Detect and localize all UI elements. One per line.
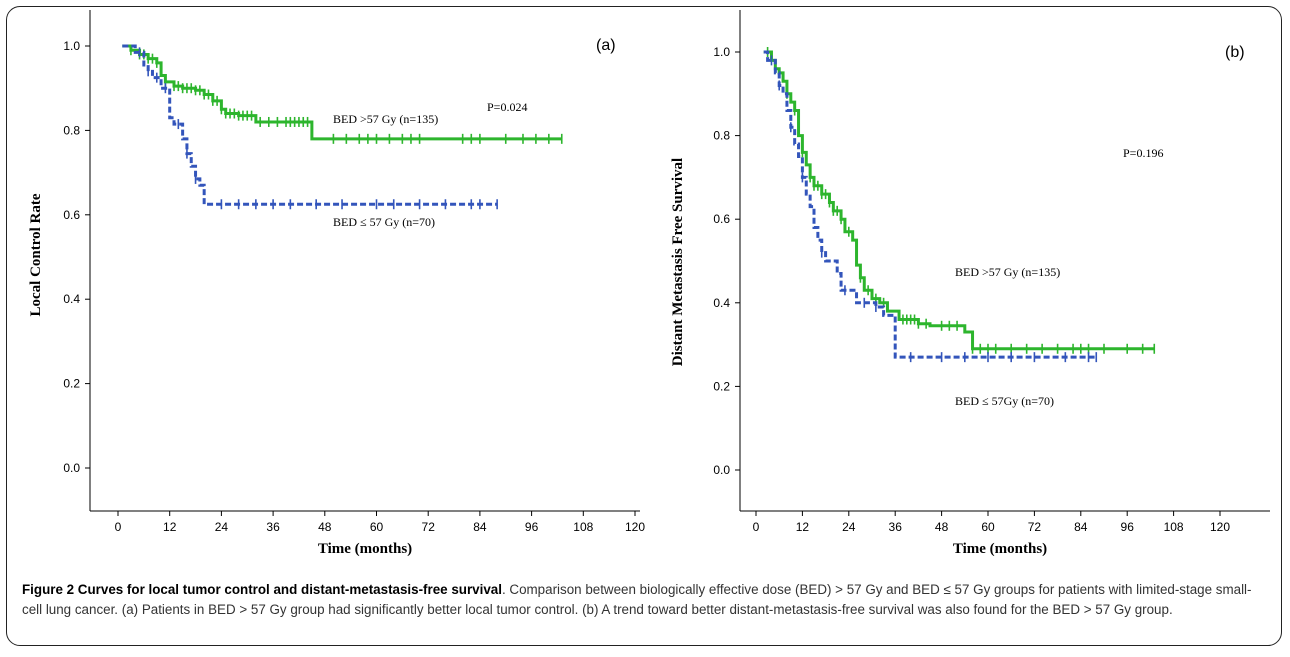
x-tick-label: 48 (318, 520, 332, 534)
x-tick-label: 120 (1210, 520, 1230, 534)
series-annotation-low: BED ≤ 57Gy (n=70) (955, 394, 1054, 408)
p-value-label: P=0.196 (1123, 146, 1163, 160)
x-tick-label: 48 (935, 520, 949, 534)
panel-label: (a) (596, 37, 616, 54)
series-line-bed-low (763, 50, 1097, 359)
series-annotation-low: BED ≤ 57 Gy (n=70) (333, 215, 435, 229)
x-axis-title: Time (months) (318, 541, 412, 557)
caption-text: . Comparison between biologically effect… (22, 582, 1252, 617)
x-tick-label: 0 (115, 520, 122, 534)
chart-distant-metastasis: 0 12 24 36 48 60 72 84 96 108 120 0.0 0.2 0.4 0.6 0.8 1… (670, 10, 1270, 557)
series-annotation-high: BED >57 Gy (n=135) (333, 112, 438, 126)
y-tick-label: 0.4 (713, 296, 730, 310)
y-tick-label: 0.8 (63, 123, 80, 137)
series-line-bed-low (122, 44, 498, 206)
p-value-label: P=0.024 (487, 100, 527, 114)
x-ticks: 0 12 24 36 48 60 72 84 96 108 120 (753, 511, 1230, 534)
x-tick-label: 96 (525, 520, 539, 534)
x-ticks: 0 12 24 36 48 60 72 84 96 108 120 (115, 511, 645, 534)
series-group (763, 47, 1156, 363)
series-group (122, 44, 563, 210)
x-tick-label: 96 (1121, 520, 1135, 534)
x-axis-title: Time (months) (953, 541, 1047, 557)
y-axis-title: Distant Metastasis Free Survival (670, 158, 686, 366)
y-tick-label: 0.6 (713, 212, 730, 226)
caption-title: Figure 2 Curves for local tumor control … (22, 582, 502, 597)
y-tick-label: 0.2 (63, 377, 80, 391)
x-tick-label: 36 (889, 520, 903, 534)
x-tick-label: 12 (163, 520, 177, 534)
x-tick-label: 72 (1028, 520, 1042, 534)
x-tick-label: 84 (473, 520, 487, 534)
x-tick-label: 12 (796, 520, 810, 534)
panel-label: (b) (1225, 44, 1245, 61)
x-tick-label: 36 (266, 520, 280, 534)
x-tick-label: 24 (842, 520, 856, 534)
y-axis-title: Local Control Rate (28, 193, 44, 316)
x-tick-label: 84 (1074, 520, 1088, 534)
y-tick-label: 0.2 (713, 379, 730, 393)
x-tick-label: 108 (1164, 520, 1184, 534)
figure-frame (6, 6, 1282, 646)
x-tick-label: 0 (753, 520, 760, 534)
y-tick-label: 1.0 (63, 39, 80, 53)
chart-local-control: 0 12 24 36 48 60 72 84 96 108 120 0.0 0.2 0.4 0.6 0.8 1… (28, 10, 645, 557)
y-tick-label: 0.0 (713, 463, 730, 477)
y-tick-label: 0.4 (63, 292, 80, 306)
x-tick-label: 60 (370, 520, 384, 534)
figure-caption: Figure 2 Curves for local tumor control … (22, 580, 1267, 620)
y-tick-label: 0.6 (63, 208, 80, 222)
x-tick-label: 24 (215, 520, 229, 534)
x-tick-label: 60 (981, 520, 995, 534)
series-annotation-high: BED >57 Gy (n=135) (955, 265, 1060, 279)
y-tick-label: 0.8 (713, 129, 730, 143)
x-tick-label: 120 (625, 520, 645, 534)
plot-area-b (739, 10, 1270, 512)
y-ticks: 0.0 0.2 0.4 0.6 0.8 1.0 (63, 39, 90, 475)
series-line-bed-high (763, 50, 1155, 351)
y-ticks: 0.0 0.2 0.4 0.6 0.8 1.0 (713, 45, 740, 477)
plot-area-a (89, 10, 640, 512)
x-tick-label: 108 (573, 520, 593, 534)
y-tick-label: 1.0 (713, 45, 730, 59)
y-tick-label: 0.0 (63, 461, 80, 475)
x-tick-label: 72 (422, 520, 436, 534)
